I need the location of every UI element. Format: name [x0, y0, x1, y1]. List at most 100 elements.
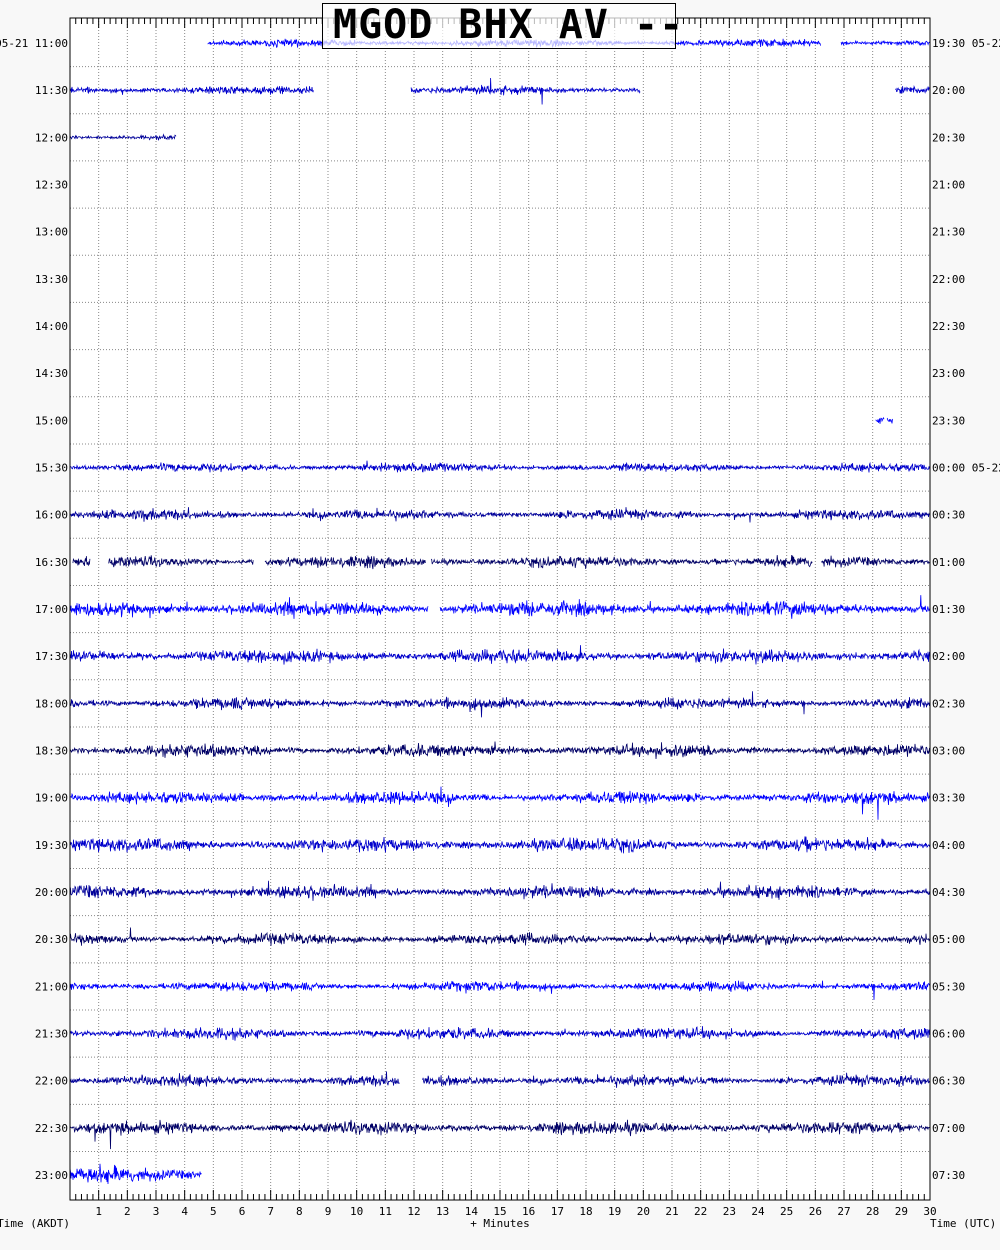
row-time-right: 22:00: [932, 273, 965, 286]
row-time-left: 12:30: [35, 179, 68, 192]
row-time-right: 07:00: [932, 1122, 965, 1135]
row-time-left: 18:00: [35, 697, 68, 710]
x-tick-label: 16: [522, 1205, 535, 1218]
seismic-trace: [69, 1163, 202, 1185]
x-tick-label: 18: [579, 1205, 592, 1218]
row-time-left: 22:30: [35, 1122, 68, 1135]
row-time-right: 00:00 05-22: [932, 462, 1000, 475]
x-tick-label: 12: [407, 1205, 420, 1218]
row-time-right: 01:30: [932, 603, 965, 616]
row-time-right: 02:30: [932, 697, 965, 710]
row-time-left: 16:30: [35, 556, 68, 569]
x-tick-label: 8: [296, 1205, 303, 1218]
row-time-left: 11:30: [35, 84, 68, 97]
row-time-left: 13:30: [35, 273, 68, 286]
row-time-right: 20:30: [932, 131, 965, 144]
row-time-right: 06:30: [932, 1075, 965, 1088]
row-time-left: 05-21 11:00: [0, 37, 68, 50]
seismic-trace: [840, 39, 930, 47]
seismic-trace: [895, 85, 930, 94]
row-time-left: 16:00: [35, 509, 68, 522]
row-time-left: 23:00: [35, 1169, 68, 1182]
row-time-right: 04:00: [932, 839, 965, 852]
row-time-right: 06:00: [932, 1028, 965, 1041]
x-tick-label: 13: [436, 1205, 449, 1218]
row-time-left: 12:00: [35, 131, 68, 144]
row-time-left: 13:00: [35, 226, 68, 239]
x-tick-label: 22: [694, 1205, 707, 1218]
station-title-box: MGOD BHX AV --: [322, 2, 683, 49]
x-tick-label: 29: [895, 1205, 908, 1218]
row-time-right: 03:30: [932, 792, 965, 805]
seismic-trace: [69, 836, 931, 854]
x-tick-label: 17: [551, 1205, 564, 1218]
row-time-right: 00:30: [932, 509, 965, 522]
row-time-right: 01:00: [932, 556, 965, 569]
row-time-right: 21:30: [932, 226, 965, 239]
seismic-trace: [410, 77, 641, 105]
seismic-trace: [69, 1119, 931, 1150]
seismic-trace: [69, 460, 931, 473]
row-time-left: 21:30: [35, 1028, 68, 1041]
x-tick-label: 23: [723, 1205, 736, 1218]
row-time-left: 17:00: [35, 603, 68, 616]
seismic-trace: [69, 741, 931, 760]
x-tick-label: 30: [923, 1205, 936, 1218]
seismic-trace: [69, 927, 930, 946]
row-time-left: 19:00: [35, 792, 68, 805]
seismic-trace: [264, 555, 426, 570]
row-time-left: 14:30: [35, 367, 68, 380]
row-time-right: 21:00: [932, 179, 965, 192]
x-tick-label: 21: [665, 1205, 678, 1218]
x-tick-label: 2: [124, 1205, 131, 1218]
x-tick-label: 11: [379, 1205, 392, 1218]
x-tick-label: 14: [465, 1205, 479, 1218]
seismic-trace: [69, 980, 931, 1000]
x-tick-label: 26: [809, 1205, 822, 1218]
row-time-left: 14:00: [35, 320, 68, 333]
row-time-left: 15:30: [35, 462, 68, 475]
labels: 1 2 3 4 5 6 7 8 9 10 11 12 13 14 15 16 17 18 19 20 21 22 23 24 2…: [0, 37, 1000, 1218]
x-tick-label: 20: [637, 1205, 650, 1218]
seismic-trace: [422, 1072, 930, 1088]
seismic-trace: [69, 880, 931, 901]
row-time-right: 19:30 05-22: [932, 37, 1000, 50]
seismic-trace: [886, 417, 893, 424]
seismic-trace: [69, 1026, 931, 1041]
seismic-trace: [69, 1071, 400, 1087]
seismic-trace: [72, 556, 91, 567]
row-time-left: 17:30: [35, 650, 68, 663]
seismic-trace: [69, 691, 931, 718]
row-time-right: 04:30: [932, 886, 965, 899]
station-title: MGOD BHX AV --: [333, 2, 685, 48]
seismic-trace: [69, 133, 177, 141]
left-axis-label: Time (AKDT): [0, 1217, 70, 1230]
row-time-left: 21:00: [35, 980, 68, 993]
seismic-trace: [820, 555, 930, 568]
x-tick-label: 19: [608, 1205, 621, 1218]
x-tick-label: 25: [780, 1205, 793, 1218]
x-tick-label: 4: [181, 1205, 188, 1218]
seismic-trace: [108, 555, 254, 568]
row-time-right: 02:00: [932, 650, 965, 663]
row-time-left: 20:00: [35, 886, 68, 899]
seismic-trace: [69, 597, 429, 619]
x-tick-label: 28: [866, 1205, 879, 1218]
row-time-right: 23:30: [932, 414, 965, 427]
row-time-right: 23:00: [932, 367, 965, 380]
row-time-right: 20:00: [932, 84, 965, 97]
x-axis-label: + Minutes: [470, 1217, 530, 1230]
right-axis-label: Time (UTC): [930, 1217, 996, 1230]
seismic-trace: [875, 417, 885, 424]
row-time-right: 07:30: [932, 1169, 965, 1182]
x-tick-label: 10: [350, 1205, 363, 1218]
seismic-trace: [69, 786, 931, 820]
row-time-right: 03:00: [932, 745, 965, 758]
seismic-trace: [430, 554, 813, 569]
traces: [69, 38, 931, 1185]
row-time-right: 05:00: [932, 933, 965, 946]
row-time-left: 15:00: [35, 414, 68, 427]
x-tick-label: 5: [210, 1205, 217, 1218]
x-tick-label: 27: [837, 1205, 850, 1218]
